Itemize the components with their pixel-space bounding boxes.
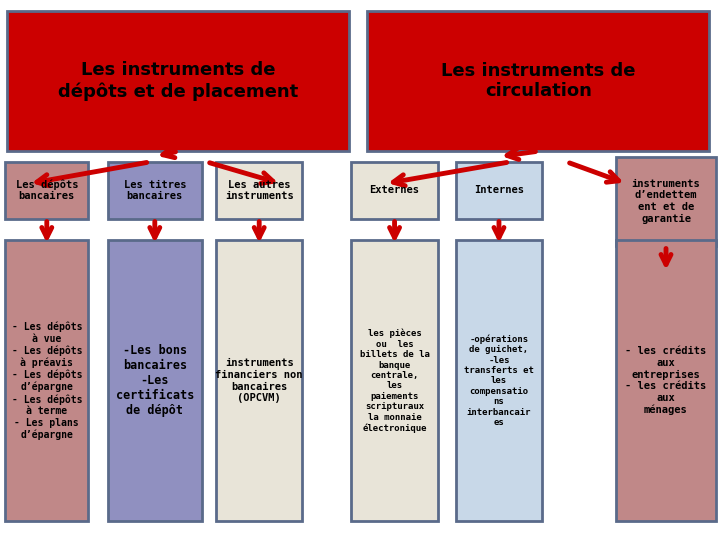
FancyBboxPatch shape [351,240,438,521]
FancyBboxPatch shape [6,162,89,219]
FancyBboxPatch shape [616,240,716,521]
Text: -Les bons
bancaires
-Les
certificats
de dépôt: -Les bons bancaires -Les certificats de … [116,344,194,417]
Text: - les crédits
aux
entreprises
- les crédits
aux
ménages: - les crédits aux entreprises - les créd… [626,346,706,415]
FancyBboxPatch shape [616,157,716,246]
FancyBboxPatch shape [216,162,302,219]
Text: Les dépôts
bancaires: Les dépôts bancaires [16,179,78,201]
Text: -opérations
de guichet,
-les
transferts et
les
compensatio
ns
interbancair
es: -opérations de guichet, -les transferts … [464,334,534,427]
Text: les pièces
ou  les
billets de la
banque
centrale,
les
paiements
scripturaux
la m: les pièces ou les billets de la banque c… [359,329,430,433]
FancyBboxPatch shape [456,162,542,219]
FancyBboxPatch shape [7,11,349,151]
FancyBboxPatch shape [216,240,302,521]
Text: Externes: Externes [369,185,420,195]
Text: Les instruments de
dépôts et de placement: Les instruments de dépôts et de placemen… [58,62,298,100]
Text: Les instruments de
circulation: Les instruments de circulation [441,62,636,100]
FancyBboxPatch shape [367,11,709,151]
FancyBboxPatch shape [456,240,542,521]
FancyBboxPatch shape [108,162,202,219]
FancyBboxPatch shape [351,162,438,219]
Text: instruments
d’endettem
ent et de
garantie: instruments d’endettem ent et de garanti… [631,179,701,224]
Text: Internes: Internes [474,185,524,195]
FancyBboxPatch shape [6,240,89,521]
Text: instruments
financiers non
bancaires
(OPCVM): instruments financiers non bancaires (OP… [215,359,303,403]
Text: Les autres
instruments: Les autres instruments [225,179,294,201]
Text: - Les dépôts
à vue
- Les dépôts
à préavis
- Les dépôts
d’épargne
- Les dépôts
à : - Les dépôts à vue - Les dépôts à préavi… [12,321,82,440]
FancyBboxPatch shape [108,240,202,521]
Text: Les titres
bancaires: Les titres bancaires [124,179,186,201]
